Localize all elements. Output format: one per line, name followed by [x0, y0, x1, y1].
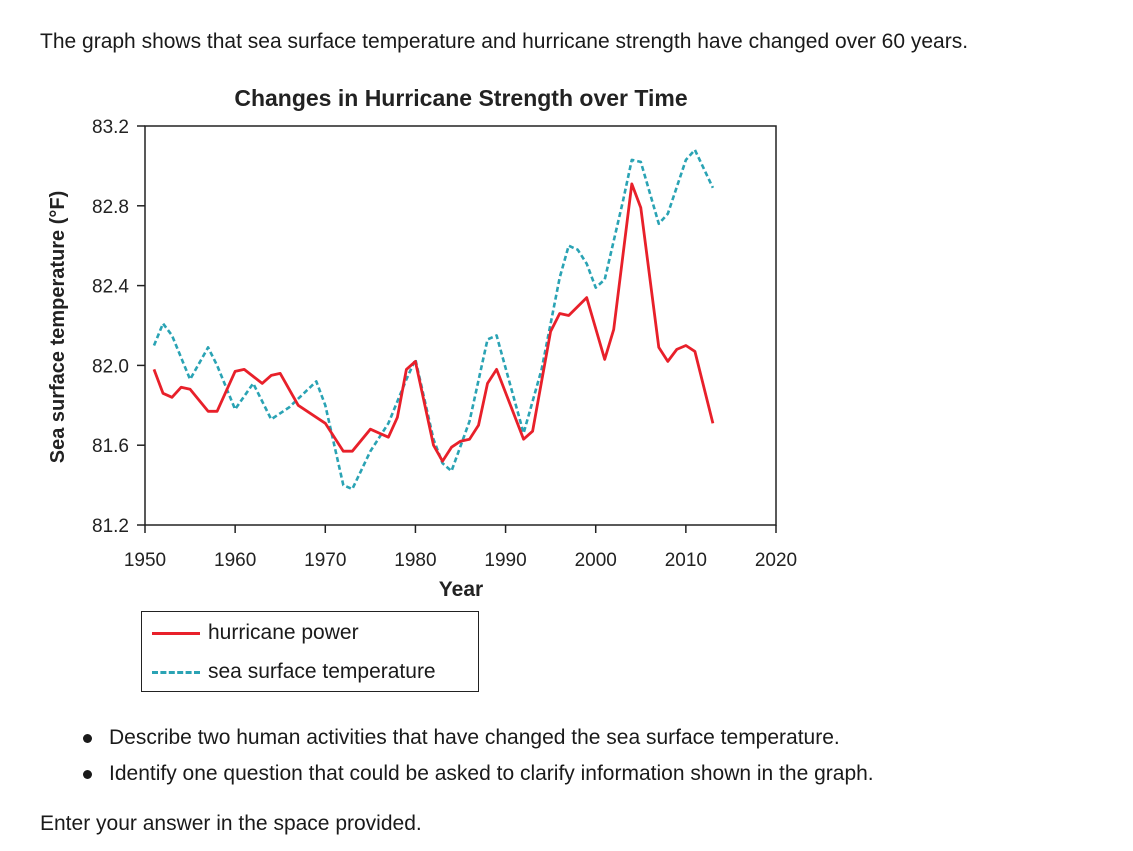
task-item: Describe two human activities that have …	[74, 720, 874, 756]
y-tick-label: 81.2	[92, 516, 129, 537]
series-line-sea-surface-temperature	[152, 148, 715, 491]
x-tick-label: 2000	[575, 550, 617, 571]
x-tick-label: 1980	[394, 550, 436, 571]
y-axis-label: Sea surface temperature (°F)	[47, 191, 69, 464]
y-tick-label: 82.8	[92, 197, 129, 218]
x-axis-label: Year	[439, 578, 483, 601]
legend-label-sea-surface-temperature: sea surface temperature	[208, 660, 436, 683]
intro-text: The graph shows that sea surface tempera…	[40, 30, 969, 53]
legend-swatch-hurricane-power	[152, 631, 200, 635]
task-item: Identify one question that could be aske…	[74, 756, 874, 792]
task-list: Describe two human activities that have …	[74, 720, 874, 792]
x-tick-label: 1950	[124, 550, 166, 571]
answer-prompt: Enter your answer in the space provided.	[40, 812, 422, 835]
y-tick-label: 83.2	[92, 117, 129, 138]
y-tick-label: 81.6	[92, 436, 129, 457]
x-tick-label: 2020	[755, 550, 797, 571]
plot-frame	[144, 125, 777, 526]
hurricane-chart: Changes in Hurricane Strength over Time …	[47, 85, 797, 601]
x-tick-label: 1960	[214, 550, 256, 571]
chart-title: Changes in Hurricane Strength over Time	[234, 85, 687, 111]
x-tick-label: 1990	[484, 550, 526, 571]
y-tick-label: 82.0	[92, 356, 129, 377]
legend-item-hurricane-power: hurricane power	[142, 618, 359, 648]
y-tick-label: 82.4	[92, 277, 129, 298]
x-tick-label: 1970	[304, 550, 346, 571]
legend-swatch-sea-surface-temperature	[152, 670, 200, 674]
series-line-hurricane-power	[152, 182, 715, 463]
chart-legend: hurricane power sea surface temperature	[141, 611, 479, 692]
legend-item-sea-surface-temperature: sea surface temperature	[142, 657, 436, 687]
legend-label-hurricane-power: hurricane power	[208, 621, 359, 644]
x-tick-label: 2010	[665, 550, 707, 571]
